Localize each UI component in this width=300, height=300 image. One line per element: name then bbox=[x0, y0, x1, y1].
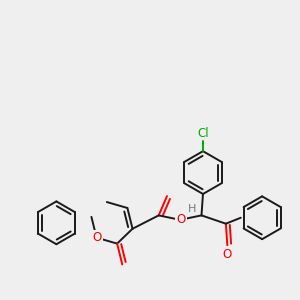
Text: O: O bbox=[92, 231, 101, 244]
Text: Cl: Cl bbox=[197, 127, 209, 140]
Text: O: O bbox=[176, 213, 185, 226]
Text: O: O bbox=[223, 248, 232, 261]
Text: H: H bbox=[188, 204, 196, 214]
